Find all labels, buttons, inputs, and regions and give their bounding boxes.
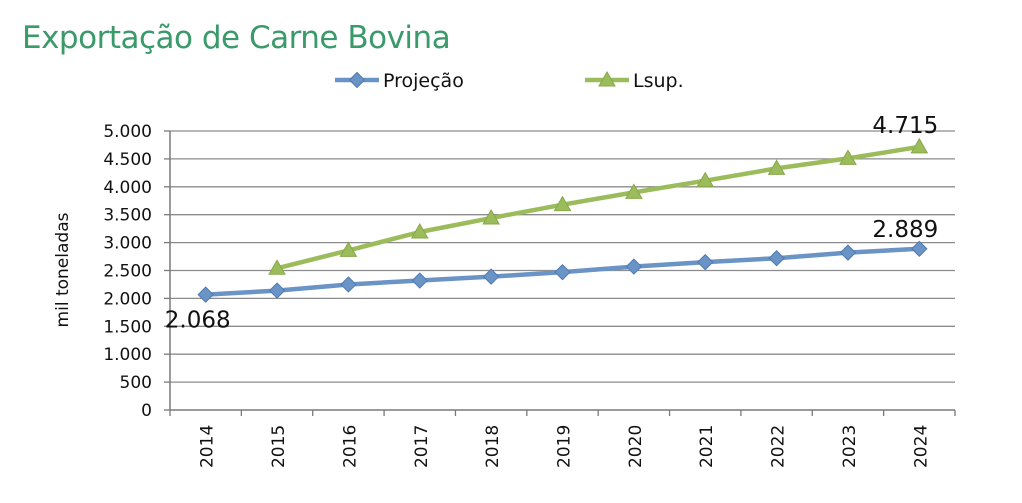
series-projecao <box>197 240 928 303</box>
x-tick-label: 2024 <box>911 425 931 468</box>
data-point <box>553 195 572 212</box>
legend: Projeção Lsup. <box>335 70 684 92</box>
legend-item: Projeção <box>335 70 464 92</box>
data-point <box>839 244 857 261</box>
x-tick-label: 2020 <box>626 425 646 468</box>
data-point <box>482 268 500 285</box>
x-tick-label: 2015 <box>269 425 289 468</box>
series-line <box>276 144 920 271</box>
x-tick-label: 2023 <box>840 425 860 468</box>
legend-marker <box>348 71 366 89</box>
y-tick-label: 3.000 <box>103 234 152 254</box>
axes <box>169 131 956 416</box>
data-point <box>839 149 857 165</box>
series-lsup <box>268 137 929 275</box>
data-point <box>625 183 643 199</box>
x-tick-label: 2022 <box>769 425 789 468</box>
x-tick-label: 2014 <box>198 425 218 468</box>
data-point <box>197 286 214 303</box>
data-label: 2.068 <box>165 308 231 334</box>
data-point <box>696 171 715 188</box>
x-tick-label: 2017 <box>412 425 432 468</box>
legend-label: Projeção <box>383 70 464 92</box>
legend-item: Lsup. <box>585 70 684 92</box>
y-tick-label: 1.500 <box>103 317 152 337</box>
y-tick-label: 3.500 <box>103 206 152 226</box>
y-tick-labels: 0 500 1.000 1.500 2.000 2.500 3.000 3.500 4.000 4… <box>103 122 152 421</box>
data-point <box>697 253 714 271</box>
data-point <box>767 159 786 175</box>
legend-marker <box>598 70 616 87</box>
y-tick-label: 0 <box>141 401 152 421</box>
data-label: 2.889 <box>872 217 938 243</box>
y-tick-label: 5.000 <box>103 122 152 142</box>
data-label: 4.715 <box>872 113 938 139</box>
data-point <box>482 209 500 225</box>
data-point <box>554 263 571 281</box>
x-tick-label: 2021 <box>697 425 717 468</box>
data-point <box>911 240 928 258</box>
y-tick-label: 1.000 <box>103 345 152 365</box>
annotations: 2.068 2.889 4.715 <box>165 113 938 334</box>
x-tick-labels: 2014 2015 2016 2017 2018 2019 2020 2021 2022 2023… <box>198 425 932 468</box>
data-point <box>768 250 785 267</box>
data-point <box>268 282 286 299</box>
x-tick-label: 2018 <box>483 425 503 468</box>
y-tick-label: 2.500 <box>103 262 152 282</box>
y-tick-label: 500 <box>120 373 152 393</box>
y-axis-label: mil toneladas <box>53 212 73 327</box>
data-point <box>410 222 429 239</box>
y-tick-label: 2.000 <box>103 289 152 309</box>
data-point <box>339 241 358 257</box>
data-point <box>411 272 428 289</box>
legend-label: Lsup. <box>633 70 684 92</box>
chart-title: Exportação de Carne Bovina <box>22 20 451 56</box>
x-tick-label: 2019 <box>555 425 575 468</box>
x-tick-label: 2016 <box>340 425 360 468</box>
data-point <box>625 258 643 275</box>
y-tick-label: 4.000 <box>103 178 152 198</box>
series <box>197 137 929 303</box>
y-tick-label: 4.500 <box>103 150 152 170</box>
data-point <box>268 259 286 275</box>
data-point <box>340 276 357 293</box>
data-point <box>910 137 929 154</box>
